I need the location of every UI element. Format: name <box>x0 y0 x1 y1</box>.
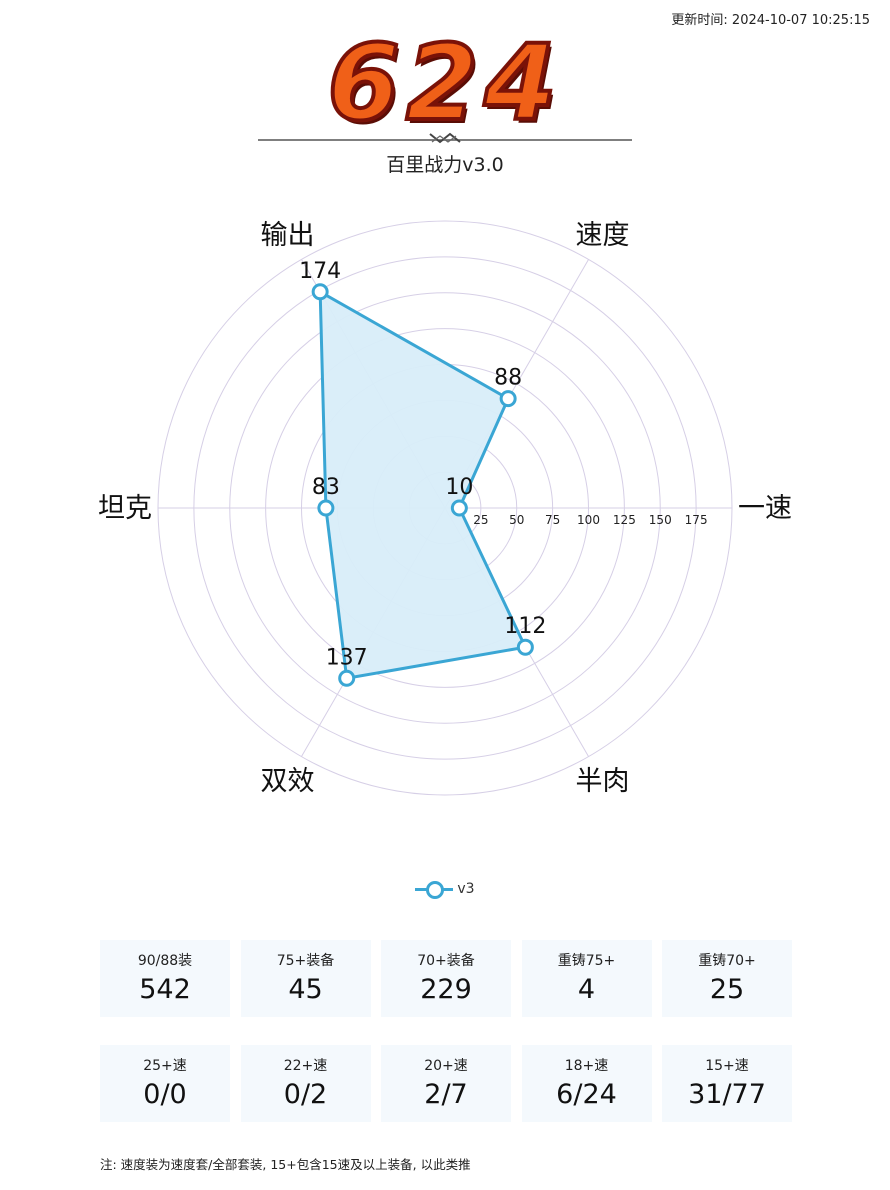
stat-label: 25+速 <box>143 1058 187 1074</box>
data-label: 83 <box>312 475 340 500</box>
chart-title: 百里战力v3.0 <box>386 154 504 176</box>
axis-label: 速度 <box>576 220 630 251</box>
radial-tick-label: 175 <box>685 513 708 527</box>
stat-card: 重铸70+ 25 <box>662 940 792 1017</box>
radial-tick-label: 75 <box>545 513 560 527</box>
stat-card: 75+装备 45 <box>240 940 371 1017</box>
stat-label: 18+速 <box>564 1058 609 1074</box>
radar-series <box>311 283 534 687</box>
stat-value: 25 <box>709 974 745 1005</box>
series-area <box>318 290 527 680</box>
axis-label: 双效 <box>261 766 315 797</box>
data-label: 174 <box>299 259 341 284</box>
stat-value: 542 <box>139 974 191 1005</box>
legend[interactable]: v3 <box>0 880 890 899</box>
stat-label: 重铸75+ <box>557 953 616 969</box>
stat-card: 25+速 0/0 <box>100 1045 230 1122</box>
update-time: 更新时间: 2024-10-07 10:25:15 <box>671 13 870 28</box>
stat-value: 31/77 <box>688 1079 766 1110</box>
data-point <box>450 499 468 517</box>
stats-row-equipment: 90/88装 542 75+装备 45 70+装备 229 重铸75+ 4 重铸70+ 2… <box>100 940 792 1017</box>
stat-card: 90/88装 542 <box>100 940 230 1017</box>
data-point <box>516 638 534 656</box>
stat-label: 重铸70+ <box>698 953 756 969</box>
axis-label: 一速 <box>738 493 792 524</box>
stat-value: 6/24 <box>556 1079 617 1110</box>
radial-tick-label: 150 <box>649 513 672 527</box>
legend-swatch-icon <box>415 880 454 899</box>
radial-tick-label: 50 <box>509 513 524 527</box>
stat-label: 22+速 <box>283 1058 328 1074</box>
legend-label: v3 <box>457 881 475 897</box>
stat-label: 15+速 <box>705 1058 749 1074</box>
stat-card: 22+速 0/2 <box>240 1045 371 1122</box>
stat-value: 0/0 <box>143 1079 187 1110</box>
radial-tick-label: 100 <box>577 513 600 527</box>
data-point <box>338 669 356 687</box>
data-point <box>317 499 335 517</box>
data-label: 88 <box>494 366 522 391</box>
stat-card: 15+速 31/77 <box>662 1045 792 1122</box>
data-point <box>499 390 517 408</box>
axis-label: 输出 <box>261 220 315 251</box>
stat-value: 45 <box>288 974 323 1005</box>
stats-row-speed: 25+速 0/0 22+速 0/2 20+速 2/7 18+速 6/24 15+速 31/… <box>100 1045 792 1122</box>
stat-card: 18+速 6/24 <box>521 1045 652 1122</box>
stat-label: 90/88装 <box>137 953 193 969</box>
data-label: 137 <box>326 645 368 670</box>
chart-title-block: 百里战力v3.0 <box>0 128 890 178</box>
footnote: 注: 速度装为速度套/全部套装, 15+包含15速及以上装备, 以此类推 <box>100 1157 471 1172</box>
title-divider-ornament <box>258 132 632 144</box>
radial-tick-label: 25 <box>473 513 488 527</box>
stat-value: 2/7 <box>424 1079 468 1110</box>
stat-card: 70+装备 229 <box>381 940 511 1017</box>
stat-card: 重铸75+ 4 <box>521 940 652 1017</box>
stat-label: 70+装备 <box>417 953 475 969</box>
axis-label: 坦克 <box>98 493 152 524</box>
data-label: 112 <box>504 614 546 639</box>
stat-label: 75+装备 <box>276 953 335 969</box>
radial-tick-label: 125 <box>613 513 636 527</box>
stat-value: 229 <box>420 974 472 1005</box>
data-label: 10 <box>445 475 473 500</box>
score-number: 624 <box>325 22 563 144</box>
stat-value: 4 <box>577 974 596 1005</box>
stat-value: 0/2 <box>283 1079 328 1110</box>
axis-label: 半肉 <box>576 766 630 797</box>
stat-card: 20+速 2/7 <box>381 1045 511 1122</box>
data-point <box>311 283 329 301</box>
stat-label: 20+速 <box>424 1058 468 1074</box>
